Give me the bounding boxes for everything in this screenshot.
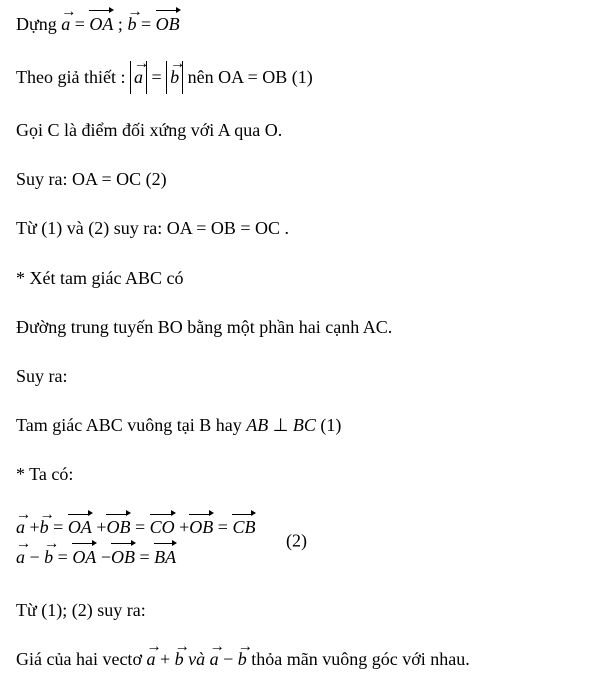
text: Theo giả thiết : bbox=[16, 67, 130, 87]
text: Giá của hai vectơ bbox=[16, 649, 146, 669]
text: và bbox=[188, 649, 210, 669]
tag: (1) bbox=[320, 415, 341, 435]
perp-symbol: ⊥ bbox=[273, 415, 293, 435]
vector-b: b bbox=[44, 545, 53, 570]
text: + bbox=[160, 649, 175, 669]
vector-a: a bbox=[210, 647, 219, 672]
line-12: Từ (1); (2) suy ra: bbox=[16, 598, 592, 623]
equation-block: a +b = OA +OB = CO +OB = CB a − b = OA −… bbox=[16, 511, 592, 573]
line-8: Suy ra: bbox=[16, 364, 592, 389]
line-6: * Xét tam giác ABC có bbox=[16, 266, 592, 291]
text: Tam giác ABC vuông tại B hay bbox=[16, 415, 246, 435]
text: = bbox=[218, 517, 233, 537]
vector-a: a bbox=[61, 12, 70, 37]
line-13-conclusion: Giá của hai vectơ a + b và a − b thỏa mã… bbox=[16, 647, 592, 672]
line-2-hypothesis: Theo giả thiết : a = b nên OA = OB (1) bbox=[16, 61, 592, 94]
abs-a: a bbox=[130, 61, 147, 94]
vector-b: b bbox=[175, 647, 184, 672]
text: = bbox=[75, 14, 90, 34]
line-3: Gọi C là điểm đối xứng với A qua O. bbox=[16, 118, 592, 143]
vector-b: b bbox=[127, 12, 136, 37]
equation-group: a +b = OA +OB = CO +OB = CB a − b = OA −… bbox=[16, 511, 255, 573]
vector-OB: OB bbox=[156, 12, 180, 37]
vector-b: b bbox=[238, 647, 247, 672]
line-4: Suy ra: OA = OC (2) bbox=[16, 167, 592, 192]
vector-a: a bbox=[146, 647, 155, 672]
text: thỏa mãn vuông góc với nhau. bbox=[251, 649, 469, 669]
vector-b: b bbox=[170, 63, 179, 92]
segment-AB: AB bbox=[246, 415, 268, 435]
vector-OB: OB bbox=[111, 545, 135, 570]
text: + bbox=[175, 517, 190, 537]
text: = bbox=[58, 547, 73, 567]
vector-CB: CB bbox=[232, 515, 255, 540]
text: = bbox=[139, 547, 154, 567]
line-1-construct: Dựng a = OA ; b = OB bbox=[16, 12, 592, 37]
vector-CO: CO bbox=[150, 515, 175, 540]
vector-OB: OB bbox=[106, 515, 130, 540]
vector-BA: BA bbox=[154, 545, 176, 570]
vector-OA: OA bbox=[72, 545, 96, 570]
line-10: * Ta có: bbox=[16, 462, 592, 487]
line-9: Tam giác ABC vuông tại B hay AB ⊥ BC (1) bbox=[16, 413, 592, 438]
text: + bbox=[92, 517, 107, 537]
text: − bbox=[96, 547, 111, 567]
segment-BC: BC bbox=[293, 415, 316, 435]
text: ; bbox=[118, 14, 128, 34]
vector-a: a bbox=[16, 545, 25, 570]
text: = bbox=[135, 517, 150, 537]
vector-OA: OA bbox=[68, 515, 92, 540]
vector-OA: OA bbox=[89, 12, 113, 37]
text: = bbox=[151, 67, 166, 87]
vector-a: a bbox=[134, 63, 143, 92]
text: = bbox=[141, 14, 156, 34]
line-5: Từ (1) và (2) suy ra: OA = OB = OC . bbox=[16, 216, 592, 241]
equation-row-2: a − b = OA −OB = BA bbox=[16, 545, 255, 570]
text: nên OA = OB (1) bbox=[188, 67, 313, 87]
text: − bbox=[223, 649, 238, 669]
vector-OB: OB bbox=[189, 515, 213, 540]
equation-tag: (2) bbox=[286, 531, 307, 551]
abs-b: b bbox=[166, 61, 183, 94]
line-7: Đường trung tuyến BO bằng một phần hai c… bbox=[16, 315, 592, 340]
text: Dựng bbox=[16, 14, 61, 34]
